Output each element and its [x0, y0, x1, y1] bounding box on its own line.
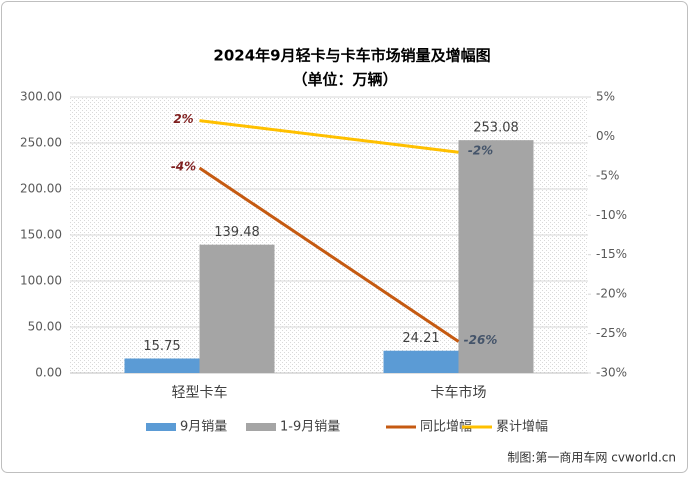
line [198, 166, 460, 343]
y2-tick-label: 5% [596, 90, 615, 104]
line-value-label: -2% [468, 144, 493, 158]
y2-tick-label: -15% [596, 247, 627, 261]
y2-tick-label: -30% [596, 366, 627, 380]
x-tick-label: 卡车市场 [431, 384, 487, 401]
y-tick-label: 50.00 [28, 320, 62, 334]
bar [383, 350, 459, 373]
line-value-label: -26% [464, 333, 498, 347]
y-tick-label: 250.00 [20, 136, 62, 150]
bar-value-label: 24.21 [402, 331, 439, 346]
line [199, 119, 459, 154]
bar [458, 140, 534, 373]
y-tick-label: 0.00 [35, 366, 62, 380]
legend-swatch [246, 423, 276, 431]
bar [124, 358, 200, 373]
bar-value-label: 253.08 [473, 121, 519, 136]
y2-tick-label: -5% [596, 168, 619, 182]
legend-swatch [146, 423, 176, 431]
y2-tick-label: -25% [596, 326, 627, 340]
source-note: 制图:第一商用车网 cvworld.cn [507, 450, 676, 465]
y2-tick-label: -20% [596, 287, 627, 301]
legend-label: 累计增幅 [496, 420, 548, 435]
bar-value-label: 139.48 [214, 225, 260, 240]
legend-label: 同比增幅 [420, 420, 472, 435]
chart-subtitle: （单位：万辆） [292, 71, 397, 89]
y2-tick-label: 0% [596, 129, 615, 143]
y-tick-label: 150.00 [20, 228, 62, 242]
legend-label: 1-9月销量 [280, 420, 340, 435]
chart-title: 2024年9月轻卡与卡车市场销量及增幅图 [213, 47, 490, 65]
y2-tick-label: -10% [596, 208, 627, 222]
y-tick-label: 200.00 [20, 182, 62, 196]
y-tick-label: 100.00 [20, 274, 62, 288]
bar [199, 244, 275, 373]
line-value-label: 2% [173, 112, 193, 126]
y-tick-label: 300.00 [20, 90, 62, 104]
legend-label: 9月销量 [180, 420, 227, 435]
bar-value-label: 15.75 [143, 339, 180, 354]
x-tick-label: 轻型卡车 [172, 384, 228, 401]
line-value-label: -4% [171, 159, 196, 173]
